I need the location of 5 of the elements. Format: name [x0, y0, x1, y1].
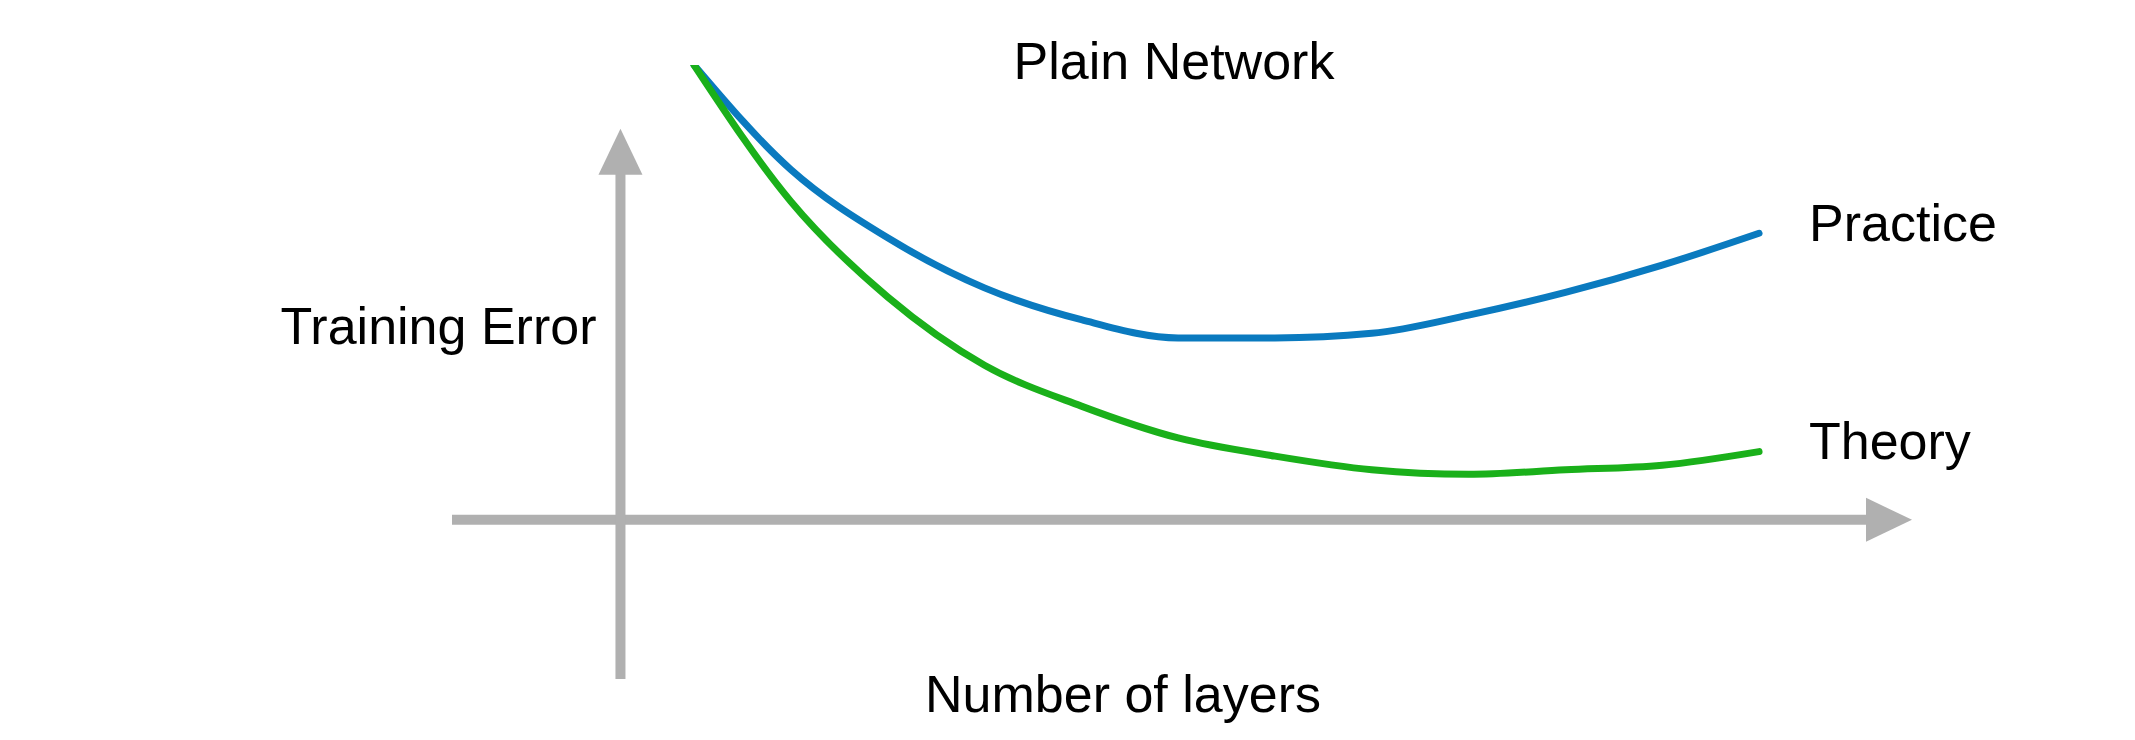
series-label: Practice	[1809, 194, 1997, 253]
series-label: Theory	[1809, 412, 1971, 471]
y-axis-title: Training Error	[280, 296, 597, 355]
chart-title: Plain Network	[1013, 31, 1336, 90]
x-axis-title: Number of layers	[925, 664, 1321, 723]
